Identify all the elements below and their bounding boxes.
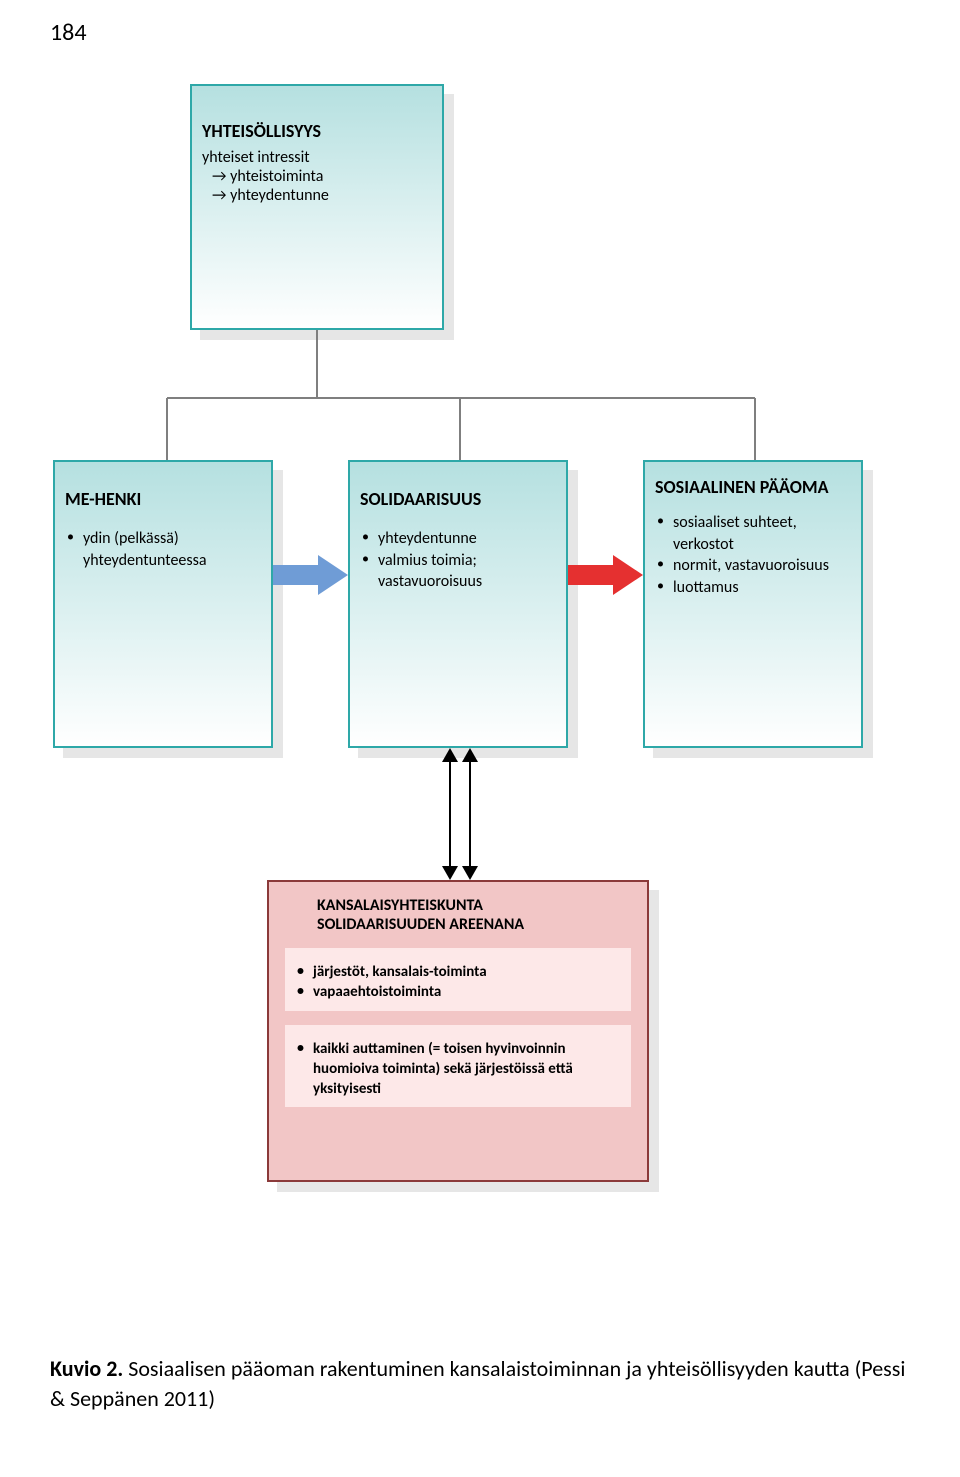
row-mid-bullet: valmius toimia; vastavuoroisuus [360, 550, 556, 593]
row-mid-box: SOLIDAARISUUS yhteydentunne valmius toim… [348, 460, 568, 748]
row-mid-bullet: yhteydentunne [360, 528, 556, 550]
pink-bullet: järjestöt, kansalais-toiminta [295, 962, 621, 982]
pink-title1: KANSALAISYHTEISKUNTA [317, 896, 631, 915]
arrow-left-to-mid [273, 550, 348, 600]
row-left-box: ME-HENKI ydin (pelkässä) yhteydentuntees… [53, 460, 273, 748]
figure-caption: Kuvio 2. Sosiaalisen pääoman rakentumine… [50, 1354, 910, 1413]
pink-inner-group: kaikki auttaminen (= toisen hyvinvoinnin… [285, 1025, 631, 1108]
row-right-bullet: sosiaaliset suhteet, verkostot [655, 512, 851, 555]
row-left-bullet: ydin (pelkässä) yhteydentunteessa [65, 528, 261, 571]
row-right-title: SOSIAALINEN PÄÄOMA [655, 476, 851, 498]
row-right-bullet: normit, vastavuoroisuus [655, 555, 851, 577]
pink-title2: SOLIDAARISUUDEN AREENANA [317, 915, 631, 934]
pink-bullet: kaikki auttaminen (= toisen hyvinvoinnin… [295, 1039, 621, 1100]
caption-lead: Kuvio 2. [50, 1355, 128, 1382]
pink-bullet: vapaaehtoistoiminta [295, 982, 621, 1002]
row-left-title: ME-HENKI [65, 488, 261, 510]
arrow-mid-to-right [568, 550, 643, 600]
pink-box: KANSALAISYHTEISKUNTA SOLIDAARISUUDEN ARE… [267, 880, 649, 1182]
mid-to-pink-connector [430, 748, 490, 880]
row-right-box: SOSIAALINEN PÄÄOMA sosiaaliset suhteet, … [643, 460, 863, 748]
row-mid-title: SOLIDAARISUUS [360, 488, 556, 510]
row-right-bullet: luottamus [655, 577, 851, 599]
page: 184 YHTEISÖLLISYYS yhteiset intressit → … [0, 0, 960, 1477]
caption-text: Sosiaalisen pääoman rakentuminen kansala… [50, 1355, 905, 1412]
pink-inner-group: järjestöt, kansalais-toiminta vapaaehtoi… [285, 948, 631, 1011]
tree-connector [0, 0, 960, 500]
